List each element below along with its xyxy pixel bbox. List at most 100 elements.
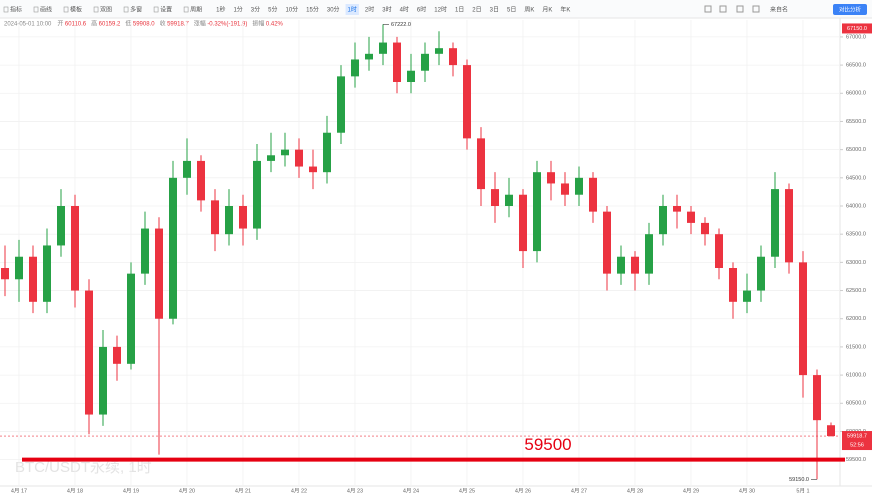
- candle-body: [365, 53, 373, 60]
- period-option[interactable]: 10分: [285, 6, 298, 14]
- candle-body: [715, 234, 723, 268]
- y-tick-label: 61500.0: [846, 344, 866, 350]
- toolbar-icon: [153, 6, 159, 13]
- y-tick-label: 60500.0: [846, 401, 866, 407]
- period-option[interactable]: 6时: [417, 6, 426, 14]
- candle-body: [421, 53, 429, 71]
- toolbar-icon: [93, 6, 99, 13]
- candle-body: [743, 290, 751, 302]
- period-option[interactable]: 1分: [233, 6, 242, 14]
- period-option[interactable]: 3时: [382, 6, 391, 14]
- candle-body: [603, 211, 611, 274]
- y-tick-label: 67000.0: [846, 34, 866, 40]
- period-option[interactable]: 15分: [306, 6, 319, 14]
- info-label: 低: [125, 20, 131, 28]
- period-option[interactable]: 5日: [507, 7, 516, 14]
- period-option[interactable]: 1日: [455, 7, 464, 14]
- compare-button[interactable]: [833, 4, 867, 15]
- candle-body: [99, 346, 107, 415]
- info-value: 60159.2: [99, 22, 121, 28]
- candle-body: [519, 194, 527, 252]
- candle-body: [799, 262, 807, 376]
- candle-body: [113, 346, 121, 364]
- candle-body: [309, 166, 317, 173]
- y-tick-label: 62000.0: [846, 316, 866, 322]
- candle-body: [183, 160, 191, 178]
- y-tick-label: 63500.0: [846, 232, 866, 238]
- toolbar-item[interactable]: 双图: [100, 7, 112, 14]
- candle-body: [575, 177, 583, 195]
- period-active-bg: [345, 4, 359, 15]
- period-option[interactable]: 1时: [348, 6, 357, 14]
- candle-body: [729, 268, 737, 302]
- countdown: 52:56: [850, 442, 864, 448]
- icon[interactable]: [736, 5, 744, 13]
- candle-body: [701, 222, 709, 235]
- info-label: 开: [57, 21, 63, 28]
- info-value: 59918.7: [167, 22, 189, 28]
- toolbar-icon: [63, 6, 69, 13]
- period-option[interactable]: 月K: [542, 7, 552, 14]
- compare-button-label[interactable]: 对比分析: [839, 5, 862, 13]
- period-option[interactable]: 3日: [490, 7, 499, 14]
- toolbar-item[interactable]: 指标: [10, 6, 22, 14]
- candle-body: [631, 256, 639, 274]
- candle-body: [505, 194, 513, 206]
- info-label: 收: [160, 20, 166, 28]
- period-option[interactable]: 1秒: [216, 6, 225, 14]
- y-tick-label: 63000.0: [846, 260, 866, 266]
- x-tick-label: 4月 19: [123, 487, 139, 494]
- candle-body: [337, 76, 345, 133]
- period-option[interactable]: 4时: [400, 6, 409, 14]
- candle-body: [57, 206, 65, 246]
- x-tick-label: 4月 30: [739, 487, 755, 494]
- toolbar-bg: [0, 0, 872, 18]
- icon[interactable]: [752, 5, 760, 13]
- crosshair-box: [842, 23, 872, 34]
- x-tick-label: 4月 17: [11, 487, 27, 494]
- y-tick-label: 64000.0: [846, 203, 866, 209]
- min-label: 59150.0: [789, 477, 809, 483]
- toolbar-right-label[interactable]: 来自名: [770, 6, 788, 14]
- candle-body: [477, 138, 485, 190]
- candle-body: [43, 245, 51, 302]
- toolbar-icon: [123, 6, 129, 13]
- candle-body: [225, 206, 233, 235]
- x-tick-label: 4月 24: [403, 487, 419, 494]
- period-option[interactable]: 12时: [434, 6, 447, 14]
- icon[interactable]: [704, 5, 712, 13]
- info-value: 59908.0: [133, 22, 155, 28]
- x-tick-label: 4月 18: [67, 487, 83, 494]
- y-tick-label: 64500.0: [846, 175, 866, 181]
- period-option[interactable]: 5分: [268, 6, 277, 14]
- toolbar-item[interactable]: 设置: [160, 6, 172, 14]
- candle-body: [127, 273, 135, 364]
- info-label: 振幅: [252, 20, 264, 28]
- toolbar-item[interactable]: 画线: [40, 6, 52, 14]
- icon[interactable]: [719, 5, 727, 13]
- period-option[interactable]: 2时: [365, 6, 374, 14]
- x-tick-label: 4月 28: [627, 487, 643, 494]
- toolbar-item[interactable]: 周期: [190, 6, 202, 14]
- x-tick-label: 4月 21: [235, 487, 251, 494]
- candle-body: [673, 206, 681, 212]
- y-tick-label: 61000.0: [846, 373, 866, 379]
- period-option[interactable]: 2日: [472, 7, 481, 14]
- candle-body: [827, 425, 835, 437]
- candle-body: [771, 189, 779, 257]
- period-option[interactable]: 周K: [524, 7, 534, 14]
- toolbar-item[interactable]: 模板: [70, 6, 82, 14]
- toolbar-icon: [3, 6, 9, 13]
- candle-body: [141, 228, 149, 274]
- candle-body: [253, 160, 261, 229]
- candle-body: [813, 375, 821, 421]
- x-tick-label: 4月 22: [291, 487, 307, 494]
- period-option[interactable]: 3分: [251, 6, 260, 14]
- y-tick-label: 65500.0: [846, 119, 866, 125]
- period-option[interactable]: 年K: [560, 6, 570, 14]
- candle-body: [757, 256, 765, 291]
- candle-body: [533, 172, 541, 252]
- candle-body: [197, 160, 205, 201]
- period-option[interactable]: 30分: [327, 6, 340, 14]
- toolbar-item[interactable]: 多窗: [130, 6, 142, 14]
